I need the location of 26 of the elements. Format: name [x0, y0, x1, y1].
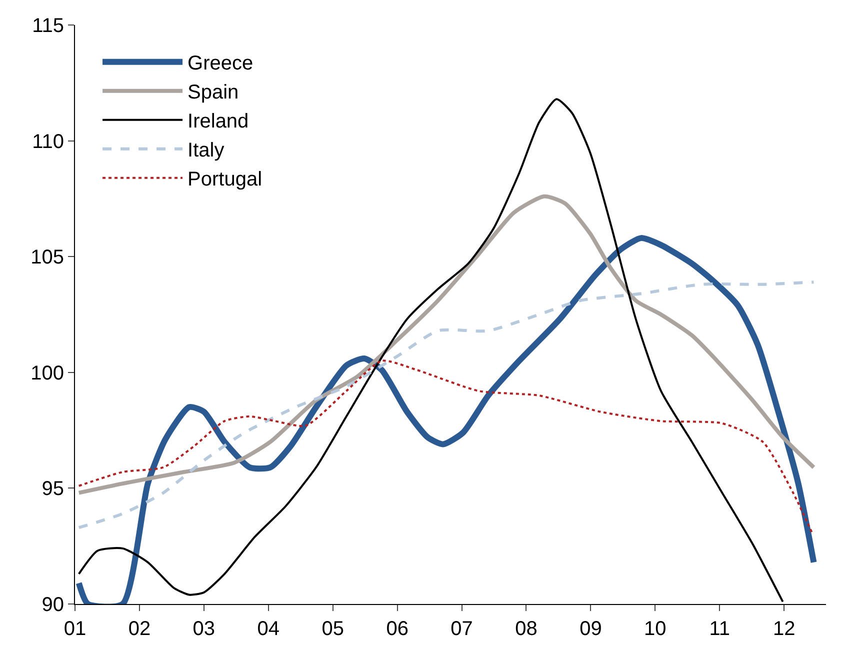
y-tick-label: 105 [30, 246, 64, 269]
x-tick-label: 03 [192, 618, 216, 640]
y-tick-label: 115 [32, 15, 64, 37]
legend-label: Spain [188, 82, 239, 104]
x-tick-label: 02 [128, 618, 151, 640]
x-tick-label: 04 [257, 618, 280, 640]
legend-label: Greece [188, 52, 254, 75]
x-tick-label: 11 [709, 618, 730, 640]
x-tick-label: 06 [386, 618, 408, 640]
x-tick-label: 10 [644, 618, 666, 640]
legend-label: Italy [188, 140, 224, 162]
x-tick-label: 05 [322, 618, 344, 640]
line-series [76, 194, 816, 495]
x-tick-label: 01 [64, 618, 86, 640]
y-tick-label: 95 [42, 478, 64, 500]
x-tick-label: 08 [515, 618, 538, 640]
line-series [78, 360, 813, 534]
line-series [77, 280, 816, 530]
legend-label: Portugal [188, 168, 262, 191]
legend-label: Ireland [188, 110, 249, 133]
x-tick-label: 09 [580, 618, 602, 640]
x-tick-label: 12 [772, 618, 796, 640]
y-tick-label: 100 [30, 362, 64, 384]
y-tick-label: 110 [32, 130, 64, 153]
x-tick-label: 07 [450, 618, 473, 640]
y-tick-label: 90 [42, 594, 64, 616]
